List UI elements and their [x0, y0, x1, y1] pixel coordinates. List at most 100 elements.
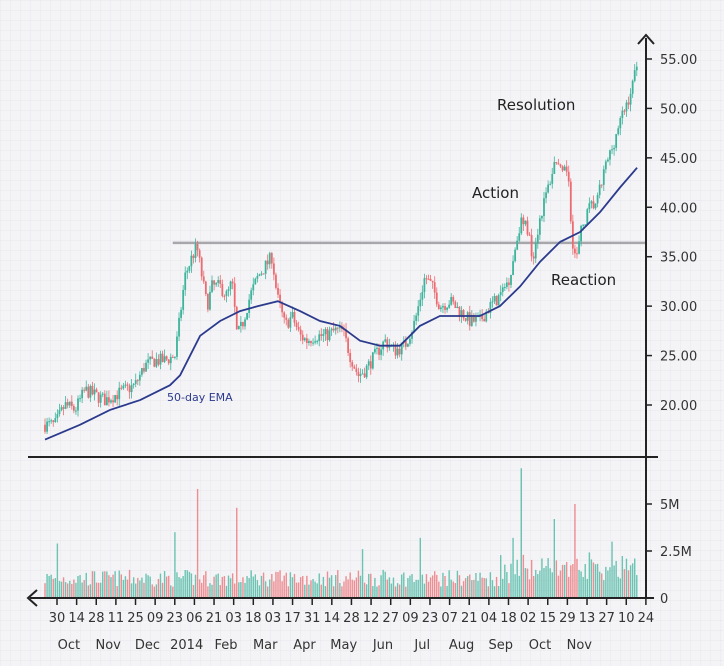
date-tick-label: 14 [68, 611, 85, 626]
candle-down [404, 340, 407, 347]
volume-bar [116, 586, 118, 598]
candle-up [604, 161, 607, 170]
candle-down [592, 201, 595, 209]
volume-bar [130, 583, 133, 598]
volume-bar [229, 578, 232, 598]
volume-bar [551, 572, 553, 598]
candle-up [79, 398, 81, 400]
volume-bar [545, 566, 547, 598]
volume-bar [345, 576, 347, 598]
candle-up [361, 373, 364, 375]
candle-down [437, 304, 440, 310]
volume-bar [279, 570, 281, 598]
candle-down [72, 406, 75, 411]
candle-up [303, 338, 306, 341]
volume-bar [502, 578, 504, 598]
volume-bar [528, 579, 531, 598]
volume-bar [250, 570, 252, 598]
candle-up [99, 394, 102, 403]
candle-up [60, 407, 63, 411]
volume-bar [335, 575, 337, 598]
candle-up [227, 289, 230, 292]
candle-up [602, 169, 605, 185]
candle-down [351, 362, 354, 367]
candle-up [633, 70, 636, 81]
volume-bar [297, 582, 300, 598]
volume-bar [592, 562, 595, 598]
candle-down [293, 312, 296, 323]
candle-down [326, 329, 329, 341]
volume-bar [343, 581, 345, 598]
volume-bar [165, 576, 168, 598]
volume-bar [328, 577, 331, 598]
candle-up [534, 243, 537, 259]
volume-bar [149, 576, 151, 598]
volume-bar [215, 574, 217, 598]
date-tick-label: 15 [539, 611, 556, 626]
volume-bar [137, 577, 139, 598]
candle-up [334, 327, 337, 331]
volume-bar [580, 571, 582, 598]
volume-bar [184, 569, 186, 598]
candle-down [221, 283, 224, 296]
candle-down [394, 344, 397, 356]
candle-down [66, 402, 69, 406]
volume-bar [223, 576, 226, 598]
candle-up [93, 389, 96, 395]
volume-bar [50, 574, 52, 598]
volume-bar [431, 575, 434, 598]
volume-bar [365, 584, 368, 598]
candle-up [132, 383, 135, 386]
candle-down [576, 253, 578, 255]
volume-bar [491, 580, 494, 598]
volume-bar [504, 564, 506, 598]
candle-up [229, 281, 232, 290]
candle-up [617, 128, 620, 135]
candle-down [266, 260, 269, 265]
month-label: Sep [489, 638, 514, 653]
volume-bar [246, 576, 248, 598]
candle-up [318, 334, 321, 342]
volume-bar [161, 582, 164, 598]
date-tick-label: 21 [461, 611, 478, 626]
price-tick-label: 55.00 [660, 53, 697, 68]
volume-bar [594, 564, 597, 598]
volume-bar [58, 581, 61, 598]
volume-bar [283, 575, 285, 598]
volume-bar [124, 576, 127, 598]
candle-up [68, 401, 71, 406]
volume-bar [396, 583, 399, 598]
candle-down [198, 250, 201, 258]
candle-up [89, 385, 92, 398]
candle-up [250, 290, 253, 300]
volume-bar [163, 571, 166, 598]
volume-bar [588, 552, 591, 598]
month-label: Nov [567, 638, 593, 653]
volume-bar [318, 573, 320, 598]
volume-bar [172, 586, 174, 598]
candle-down [213, 280, 215, 285]
annotation-reaction: Reaction [551, 271, 616, 289]
volume-bar [139, 580, 141, 598]
candle-down [561, 166, 564, 171]
volume-bar [114, 571, 116, 598]
volume-bar [326, 571, 329, 598]
candle-up [413, 320, 415, 333]
volume-bar [559, 570, 562, 598]
volume-bar [596, 563, 599, 598]
volume-bar [299, 577, 302, 598]
candle-up [423, 278, 426, 293]
annotation-action: Action [472, 184, 519, 202]
volume-bar [108, 575, 110, 598]
volume-bar [275, 571, 277, 598]
volume-bar [135, 583, 137, 598]
candle-down [299, 329, 302, 335]
candle-up [384, 339, 387, 342]
volume-bar [312, 578, 314, 598]
candle-down [347, 338, 350, 353]
candle-down [161, 353, 164, 362]
volume-bar [147, 575, 149, 598]
volume-bar [563, 564, 566, 598]
volume-bar [456, 570, 459, 598]
candle-up [580, 225, 583, 242]
